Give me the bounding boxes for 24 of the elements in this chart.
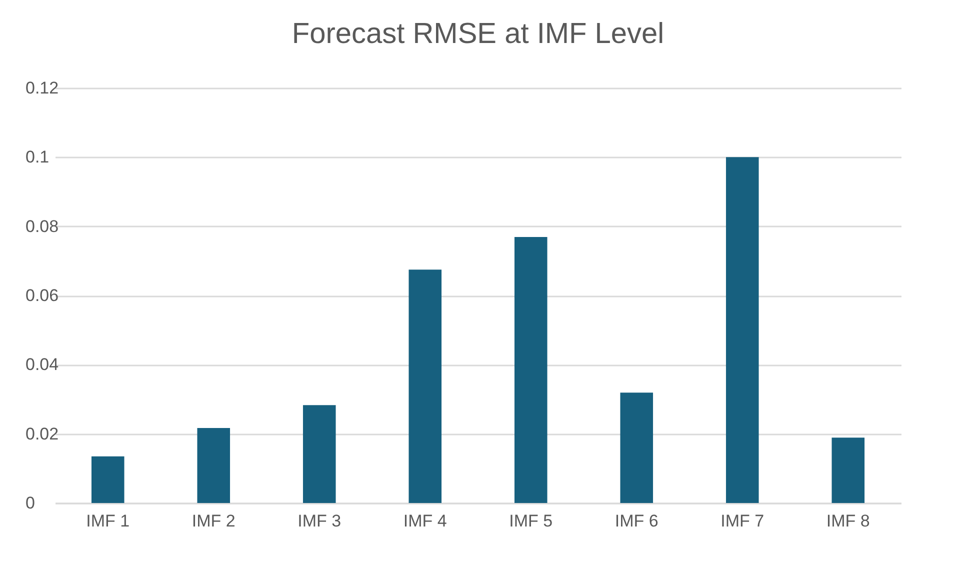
x-tick-label: IMF 3 — [298, 512, 342, 530]
y-tick-label: 0.06 — [26, 286, 59, 305]
bar — [726, 157, 759, 503]
y-tick-label: 0.08 — [26, 216, 59, 236]
bar — [620, 392, 654, 503]
y-tick-label: 0 — [26, 494, 35, 512]
y-tick-label: 0.04 — [26, 355, 59, 374]
bar — [302, 405, 336, 503]
bar — [91, 456, 124, 503]
x-tick-label: IMF 5 — [509, 512, 553, 530]
bar — [408, 270, 442, 503]
x-tick-label: IMF 6 — [614, 512, 658, 530]
chart-title: Forecast RMSE at IMF Level — [292, 18, 664, 50]
y-tick-label: 0.02 — [26, 424, 59, 444]
x-tick-label: IMF 4 — [403, 512, 447, 530]
y-tick-label: 0.12 — [26, 78, 59, 98]
x-tick-label: IMF 2 — [192, 512, 236, 530]
x-tick-label: IMF 7 — [720, 512, 764, 530]
y-tick-label: 0.1 — [26, 148, 50, 167]
x-tick-label: IMF 8 — [826, 512, 870, 530]
bar — [197, 428, 230, 503]
x-tick-label: IMF 1 — [86, 512, 130, 530]
bar — [514, 237, 548, 503]
bar — [832, 438, 865, 503]
